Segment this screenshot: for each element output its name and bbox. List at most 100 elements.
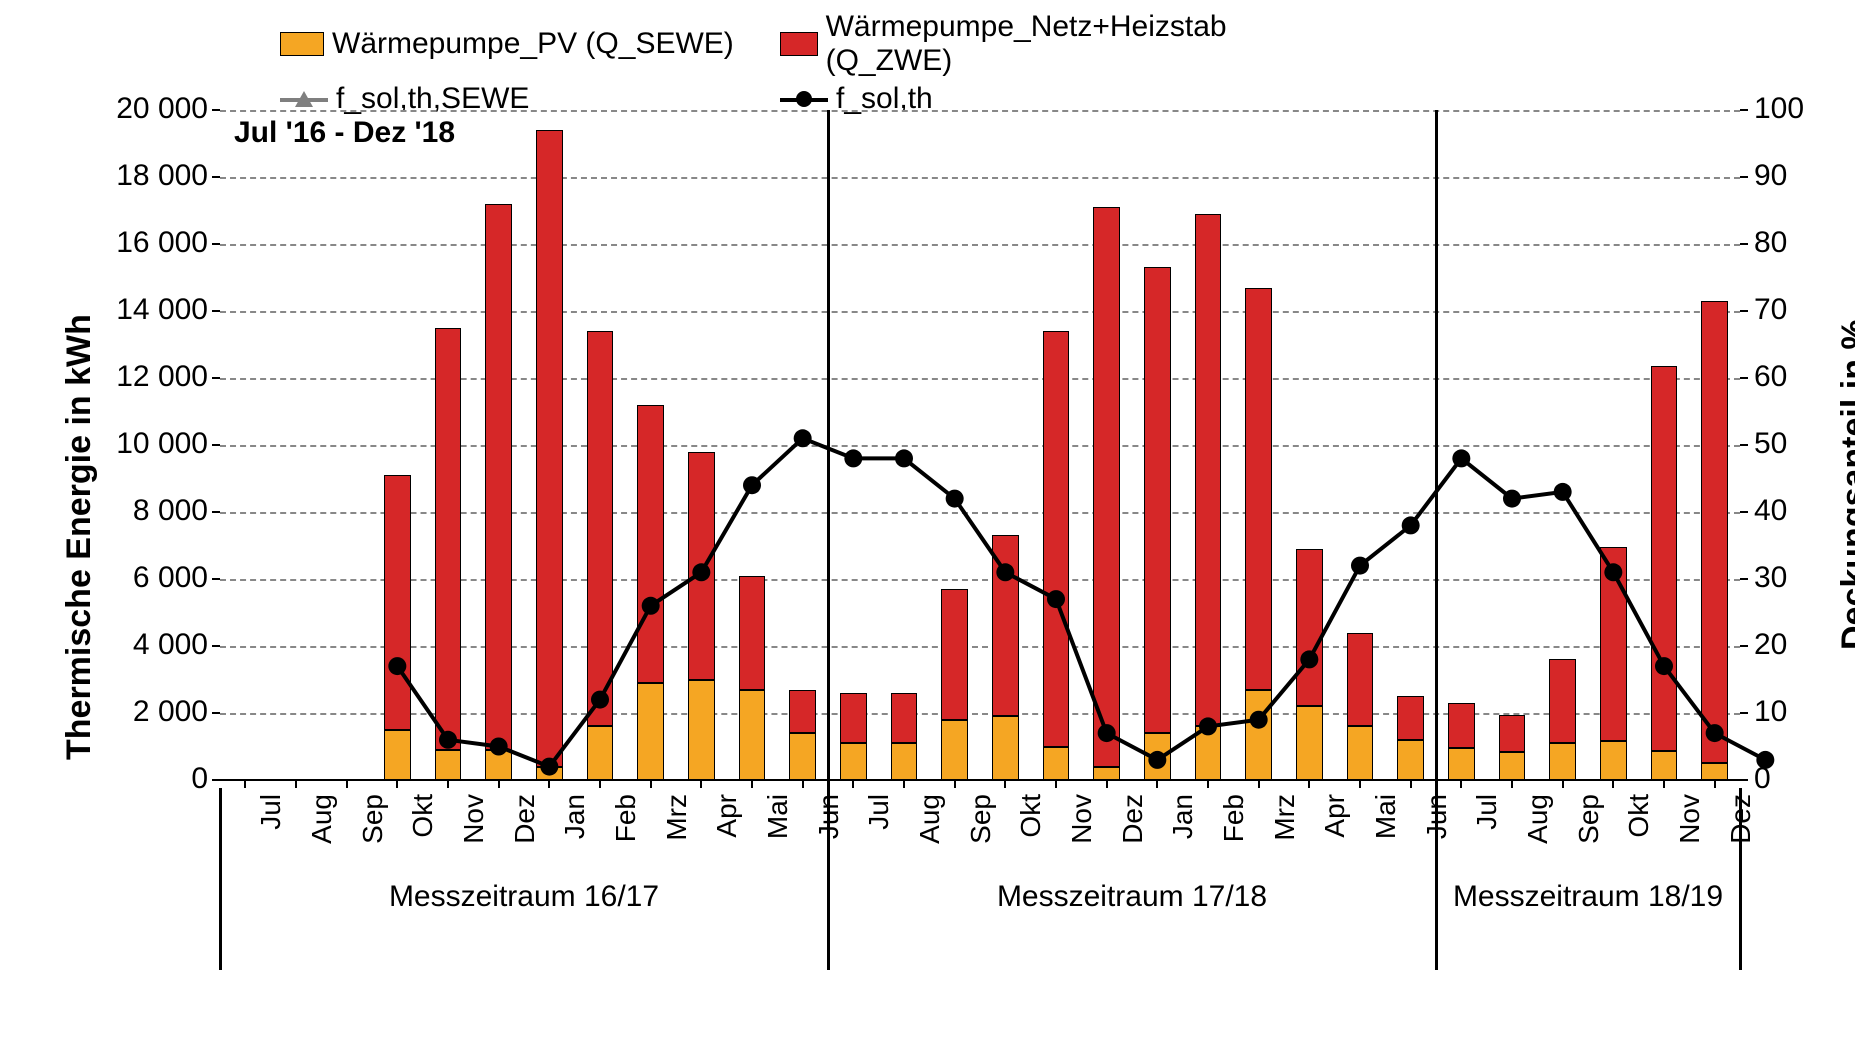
line-marker <box>794 429 812 447</box>
x-month-label: Mrz <box>661 794 693 864</box>
x-month-label: Okt <box>1015 794 1047 864</box>
y-left-tick-label: 10 000 <box>88 427 208 461</box>
period-label: Messzeitraum 17/18 <box>828 880 1436 914</box>
x-month-label: Dez <box>509 794 541 864</box>
line-marker <box>1503 490 1521 508</box>
y-left-tick-label: 4 000 <box>88 628 208 662</box>
y-right-tick <box>1740 176 1748 178</box>
y-right-tick <box>1740 578 1748 580</box>
legend-swatch-pv <box>280 32 324 56</box>
chart-container: { "chart": { "type": "stacked-bar+line-d… <box>0 0 1855 1053</box>
y-right-tick <box>1740 243 1748 245</box>
x-tick <box>1511 780 1513 788</box>
line-marker <box>1098 724 1116 742</box>
y-right-tick <box>1740 779 1748 781</box>
y-left-tick <box>212 779 220 781</box>
y-left-tick-label: 16 000 <box>88 226 208 260</box>
x-tick <box>903 780 905 788</box>
x-month-label: Nov <box>1674 794 1706 864</box>
x-month-label: Jul <box>1471 794 1503 864</box>
y-right-tick <box>1740 377 1748 379</box>
y-left-tick <box>212 578 220 580</box>
x-tick <box>1460 780 1462 788</box>
y-right-tick <box>1740 511 1748 513</box>
x-month-label: Okt <box>407 794 439 864</box>
x-tick <box>1156 780 1158 788</box>
line-marker <box>1604 563 1622 581</box>
legend-item-zwe: Wärmepumpe_Netz+Heizstab (Q_ZWE) <box>780 10 1280 78</box>
line-marker <box>490 738 508 756</box>
line-marker <box>1148 751 1166 769</box>
x-tick <box>954 780 956 788</box>
y-right-tick <box>1740 712 1748 714</box>
line-marker <box>1199 717 1217 735</box>
line-marker <box>946 490 964 508</box>
line-marker <box>1402 516 1420 534</box>
y-left-tick-label: 8 000 <box>88 494 208 528</box>
x-month-label: Feb <box>610 794 642 864</box>
period-separator <box>1435 110 1438 970</box>
x-tick <box>1258 780 1260 788</box>
period-separator <box>827 110 830 970</box>
line-marker <box>692 563 710 581</box>
y-left-tick <box>212 444 220 446</box>
line-marker <box>642 597 660 615</box>
line-marker <box>388 657 406 675</box>
x-month-label: Feb <box>1218 794 1250 864</box>
x-month-label: Jan <box>1167 794 1199 864</box>
y-axis-right-title: Deckungsanteil in % <box>1835 319 1855 650</box>
line-marker <box>1250 711 1268 729</box>
legend-line-fsewe <box>280 88 328 110</box>
y-left-tick <box>212 109 220 111</box>
y-right-tick <box>1740 645 1748 647</box>
period-label: Messzeitraum 18/19 <box>1436 880 1740 914</box>
y-right-tick <box>1740 444 1748 446</box>
x-tick <box>498 780 500 788</box>
period-separator <box>219 788 222 970</box>
line-marker <box>591 691 609 709</box>
y-left-tick-label: 20 000 <box>88 92 208 126</box>
line-marker <box>1655 657 1673 675</box>
period-separator <box>1739 788 1742 970</box>
x-month-label: Apr <box>711 794 743 864</box>
y-left-tick-label: 2 000 <box>88 695 208 729</box>
x-month-label: Nov <box>458 794 490 864</box>
period-label: Messzeitraum 16/17 <box>220 880 828 914</box>
x-month-label: Sep <box>357 794 389 864</box>
y-right-tick-label: 0 <box>1754 762 1771 796</box>
y-left-tick <box>212 712 220 714</box>
x-tick <box>346 780 348 788</box>
x-tick <box>802 780 804 788</box>
line-marker <box>439 731 457 749</box>
x-tick <box>295 780 297 788</box>
line-marker <box>1554 483 1572 501</box>
x-month-label: Aug <box>1522 794 1554 864</box>
y-right-tick <box>1740 310 1748 312</box>
x-month-label: Aug <box>306 794 338 864</box>
y-left-tick-label: 14 000 <box>88 293 208 327</box>
x-month-label: Mrz <box>1269 794 1301 864</box>
y-right-tick-label: 70 <box>1754 293 1787 327</box>
y-left-tick <box>212 377 220 379</box>
y-right-tick-label: 80 <box>1754 226 1787 260</box>
x-tick <box>548 780 550 788</box>
line-marker <box>743 476 761 494</box>
line-marker <box>540 758 558 776</box>
y-right-tick <box>1740 109 1748 111</box>
y-left-tick-label: 12 000 <box>88 360 208 394</box>
y-left-tick-label: 18 000 <box>88 159 208 193</box>
x-month-label: Dez <box>1117 794 1149 864</box>
y-left-tick-label: 6 000 <box>88 561 208 595</box>
x-month-label: Mai <box>762 794 794 864</box>
x-tick <box>1055 780 1057 788</box>
x-tick <box>650 780 652 788</box>
x-tick <box>700 780 702 788</box>
x-tick <box>1004 780 1006 788</box>
x-tick <box>1410 780 1412 788</box>
y-right-tick-label: 20 <box>1754 628 1787 662</box>
legend-line-fsol <box>780 88 828 110</box>
x-tick <box>1106 780 1108 788</box>
x-month-label: Aug <box>914 794 946 864</box>
y-left-tick <box>212 511 220 513</box>
x-tick <box>1663 780 1665 788</box>
